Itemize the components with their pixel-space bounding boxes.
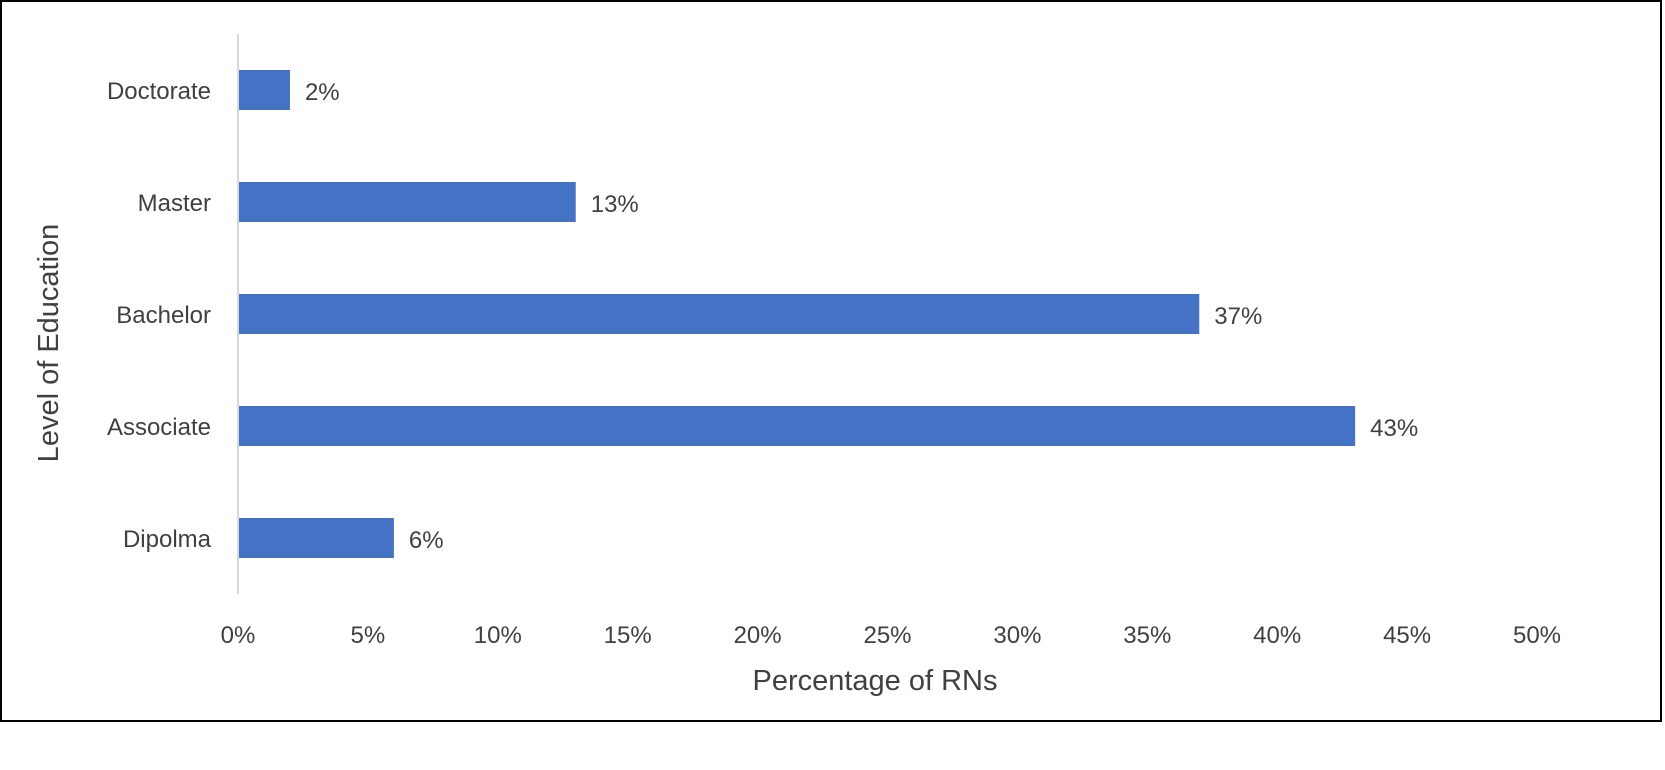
bar-chart: Doctorate 2% Master 13% Bachelor 37% Associate… xyxy=(33,34,1561,697)
x-axis-title: Percentage of RNs xyxy=(752,665,997,697)
category-label-doctorate: Doctorate xyxy=(107,78,211,105)
x-tick-label: 15% xyxy=(604,622,652,649)
data-label-associate: 43% xyxy=(1370,415,1418,442)
data-label-bachelor: 37% xyxy=(1214,303,1262,330)
bars-layer xyxy=(238,70,1356,558)
bar-doctorate xyxy=(238,70,290,110)
bar-master xyxy=(238,182,576,222)
category-label-associate: Associate xyxy=(107,414,211,441)
x-tick-label: 45% xyxy=(1383,622,1431,649)
category-label-bachelor: Bachelor xyxy=(116,302,211,329)
x-tick-label: 20% xyxy=(734,622,782,649)
chart-frame: Doctorate 2% Master 13% Bachelor 37% Associate… xyxy=(0,0,1662,722)
x-tick-label: 25% xyxy=(863,622,911,649)
bar-dipolma xyxy=(238,518,394,558)
bar-associate xyxy=(238,406,1356,446)
labels-layer: Doctorate 2% Master 13% Bachelor 37% Associate… xyxy=(107,78,1561,649)
x-tick-label: 30% xyxy=(993,622,1041,649)
category-label-dipolma: Dipolma xyxy=(123,526,212,553)
x-tick-label: 35% xyxy=(1123,622,1171,649)
category-label-master: Master xyxy=(138,190,211,217)
x-tick-label: 40% xyxy=(1253,622,1301,649)
x-tick-label: 10% xyxy=(474,622,522,649)
y-axis-title: Level of Education xyxy=(33,224,65,463)
data-label-doctorate: 2% xyxy=(305,79,340,106)
x-tick-label: 50% xyxy=(1513,622,1561,649)
x-tick-label: 5% xyxy=(351,622,386,649)
bar-bachelor xyxy=(238,294,1200,334)
data-label-dipolma: 6% xyxy=(409,527,444,554)
x-tick-label: 0% xyxy=(221,622,256,649)
data-label-master: 13% xyxy=(591,191,639,218)
